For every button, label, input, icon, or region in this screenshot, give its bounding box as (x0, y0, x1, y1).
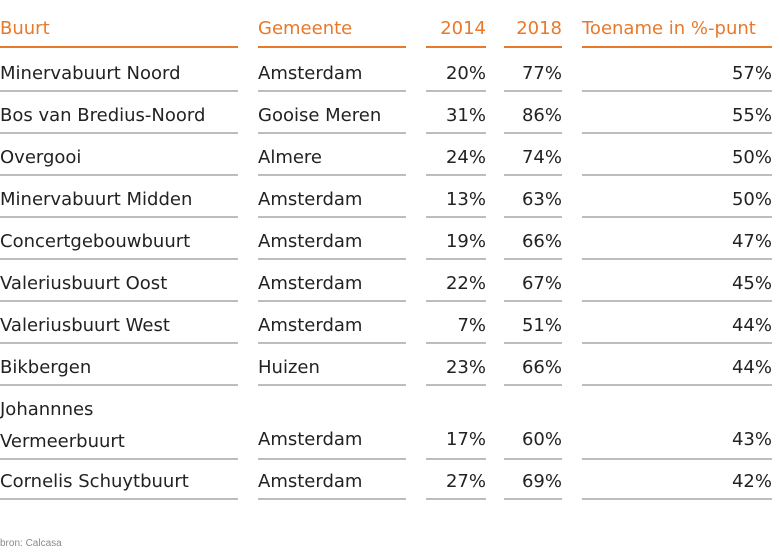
cell-buurt: Valeriusbuurt West (0, 310, 238, 344)
cell-2018: 66% (504, 226, 562, 260)
table-row: Valeriusbuurt West Amsterdam 7% 51% 44% (0, 310, 772, 352)
cell-buurt: Minervabuurt Midden (0, 184, 238, 218)
cell-2014: 24% (426, 142, 486, 176)
cell-2018: 67% (504, 268, 562, 302)
cell-toename: 47% (582, 226, 772, 260)
source-note: bron: Calcasa (0, 538, 62, 549)
header-2018: 2018 (504, 10, 562, 48)
cell-2018: 86% (504, 100, 562, 134)
cell-2014: 7% (426, 310, 486, 344)
cell-2018: 51% (504, 310, 562, 344)
cell-buurt: Concertgebouwbuurt (0, 226, 238, 260)
table-row: Cornelis Schuytbuurt Amsterdam 27% 69% 42% (0, 466, 772, 508)
header-toename: Toename in %-punt (582, 10, 772, 48)
cell-gemeente: Amsterdam (258, 184, 406, 218)
cell-toename: 50% (582, 142, 772, 176)
cell-buurt: Cornelis Schuytbuurt (0, 466, 238, 500)
table-row: Overgooi Almere 24% 74% 50% (0, 142, 772, 184)
table-row: Bos van Bredius-Noord Gooise Meren 31% 86% 5… (0, 100, 772, 142)
table-body: Minervabuurt Noord Amsterdam 20% 77% 57% Bos … (0, 58, 772, 508)
table-header-row: Buurt Gemeente 2014 2018 Toename in %-pu… (0, 10, 772, 58)
cell-buurt: Overgooi (0, 142, 238, 176)
header-2014: 2014 (426, 10, 486, 48)
cell-buurt: Minervabuurt Noord (0, 58, 238, 92)
table-row: Concertgebouwbuurt Amsterdam 19% 66% 47% (0, 226, 772, 268)
cell-buurt: Johannnes Vermeerbuurt (0, 394, 238, 460)
cell-gemeente: Almere (258, 142, 406, 176)
table-row: Valeriusbuurt Oost Amsterdam 22% 67% 45% (0, 268, 772, 310)
cell-toename: 57% (582, 58, 772, 92)
cell-toename: 45% (582, 268, 772, 302)
cell-value: Amsterdam (258, 429, 363, 450)
cell-2014: 23% (426, 352, 486, 386)
cell-2014: 20% (426, 58, 486, 92)
cell-2014: 27% (426, 466, 486, 500)
table-row: Bikbergen Huizen 23% 66% 44% (0, 352, 772, 394)
cell-gemeente: Amsterdam (258, 310, 406, 344)
cell-value: 60% (521, 429, 562, 450)
cell-2018: 66% (504, 352, 562, 386)
header-gemeente: Gemeente (258, 10, 406, 48)
cell-2014: 31% (426, 100, 486, 134)
cell-2018: 74% (504, 142, 562, 176)
cell-line: Vermeerbuurt (0, 431, 125, 452)
cell-gemeente: Gooise Meren (258, 100, 406, 134)
neighbourhood-table: Buurt Gemeente 2014 2018 Toename in %-pu… (0, 10, 772, 508)
cell-toename: 55% (582, 100, 772, 134)
cell-buurt: Bos van Bredius-Noord (0, 100, 238, 134)
table-row: Minervabuurt Midden Amsterdam 13% 63% 50% (0, 184, 772, 226)
cell-gemeente: Amsterdam (258, 394, 406, 460)
cell-2014: 17% (426, 394, 486, 460)
cell-value: 43% (731, 429, 772, 450)
table-row: Johannnes Vermeerbuurt Amsterdam 17% 60% 43% (0, 394, 772, 466)
cell-gemeente: Amsterdam (258, 58, 406, 92)
cell-line: Johannnes (0, 399, 94, 420)
cell-2014: 19% (426, 226, 486, 260)
header-buurt: Buurt (0, 10, 238, 48)
cell-toename: 43% (582, 394, 772, 460)
table-row: Minervabuurt Noord Amsterdam 20% 77% 57% (0, 58, 772, 100)
cell-gemeente: Amsterdam (258, 466, 406, 500)
cell-2018: 69% (504, 466, 562, 500)
cell-2018: 77% (504, 58, 562, 92)
cell-toename: 44% (582, 352, 772, 386)
cell-gemeente: Amsterdam (258, 226, 406, 260)
cell-buurt: Valeriusbuurt Oost (0, 268, 238, 302)
cell-2018: 60% (504, 394, 562, 460)
cell-toename: 44% (582, 310, 772, 344)
cell-gemeente: Huizen (258, 352, 406, 386)
cell-toename: 42% (582, 466, 772, 500)
cell-value: 17% (445, 429, 486, 450)
cell-2014: 22% (426, 268, 486, 302)
cell-2018: 63% (504, 184, 562, 218)
cell-buurt: Bikbergen (0, 352, 238, 386)
cell-gemeente: Amsterdam (258, 268, 406, 302)
cell-2014: 13% (426, 184, 486, 218)
cell-toename: 50% (582, 184, 772, 218)
